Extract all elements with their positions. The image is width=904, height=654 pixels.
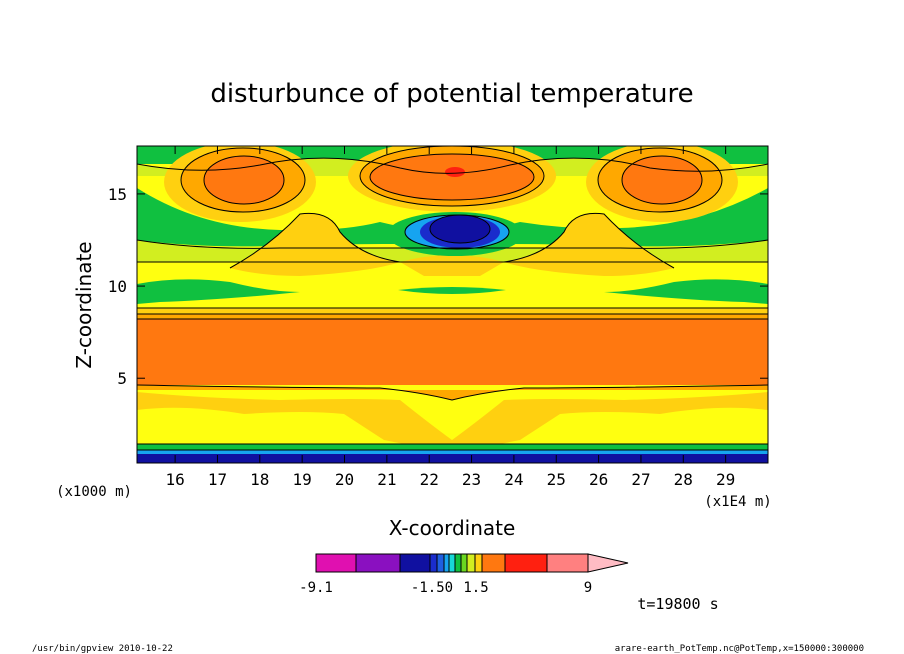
x-tick-label: 24 bbox=[504, 470, 523, 489]
colorbar-label-neg: -1.50 bbox=[411, 580, 453, 596]
x-unit-label: (x1E4 m) bbox=[704, 494, 771, 510]
x-tick-label: 18 bbox=[250, 470, 269, 489]
colorbar-label-min: -9.1 bbox=[299, 580, 333, 596]
x-tick-label: 25 bbox=[547, 470, 566, 489]
lower-warm-region bbox=[137, 392, 768, 448]
colorbar-segment bbox=[546, 553, 589, 573]
green-streak-left bbox=[137, 279, 300, 304]
colorbar-segment bbox=[448, 553, 456, 573]
colorbar-labels: -9.1 -1.50 1.5 9 bbox=[299, 580, 592, 596]
colorbar-arrow bbox=[587, 553, 629, 573]
colorbar-segment bbox=[429, 553, 438, 573]
colorbar-segment bbox=[481, 553, 506, 573]
x-tick-label: 21 bbox=[377, 470, 396, 489]
colorbar-segment bbox=[436, 553, 445, 573]
colorbar-segment bbox=[474, 553, 483, 573]
warm-lobe-left bbox=[230, 213, 400, 276]
x-tick-label: 16 bbox=[165, 470, 184, 489]
y-tick-label: 5 bbox=[117, 369, 127, 388]
warm-cell-center-core bbox=[370, 154, 534, 200]
y-tick-label: 10 bbox=[108, 277, 127, 296]
colorbar-label-pos: 1.5 bbox=[463, 580, 488, 596]
chart-title: disturbunce of potential temperature bbox=[210, 79, 693, 109]
green-streak-right bbox=[604, 279, 768, 304]
warm-cell-center-peak bbox=[445, 167, 465, 177]
colorbar-segment bbox=[504, 553, 548, 573]
warm-lobe-right bbox=[504, 213, 674, 276]
warm-cell-right-core bbox=[622, 156, 702, 204]
colorbar-segment bbox=[355, 553, 401, 573]
colorbar-segment bbox=[399, 553, 431, 573]
y-tick-marks: 5 10 15 bbox=[108, 185, 768, 388]
x-tick-label: 17 bbox=[208, 470, 227, 489]
y-unit-label: (x1000 m) bbox=[56, 484, 132, 500]
colorbar-segment bbox=[315, 553, 357, 573]
plot-area bbox=[137, 146, 768, 463]
x-tick-label: 20 bbox=[335, 470, 354, 489]
lower-cyan-band bbox=[137, 450, 768, 454]
x-tick-label: 27 bbox=[631, 470, 650, 489]
colorbar-segment bbox=[443, 553, 450, 573]
colorbar-segment bbox=[460, 553, 468, 573]
footer-left: /usr/bin/gpview 2010-10-22 bbox=[32, 644, 173, 654]
time-label: t=19800 s bbox=[637, 595, 718, 613]
green-streak-center bbox=[398, 287, 506, 294]
cold-cell-core bbox=[430, 215, 490, 243]
plot-frame bbox=[136, 145, 769, 464]
x-axis-label: X-coordinate bbox=[389, 516, 516, 540]
lower-blue-band bbox=[137, 454, 768, 463]
footer-right: arare-earth_PotTemp.nc@PotTemp,x=150000:… bbox=[615, 644, 864, 654]
layer-yellow-edge-top bbox=[137, 308, 768, 316]
contour-lines bbox=[136, 145, 769, 451]
x-tick-label: 26 bbox=[589, 470, 608, 489]
lower-green-band bbox=[137, 444, 768, 450]
layer-orange-edge-top bbox=[137, 314, 768, 320]
x-tick-marks: 16 17 18 19 20 21 22 23 24 25 26 27 28 29 bbox=[165, 146, 735, 489]
colorbar-segment bbox=[454, 553, 462, 573]
warm-lobe-center bbox=[400, 255, 504, 276]
x-tick-label: 23 bbox=[462, 470, 481, 489]
colorbar-segment bbox=[466, 553, 476, 573]
x-tick-label: 19 bbox=[293, 470, 312, 489]
x-tick-label: 22 bbox=[420, 470, 439, 489]
y-axis-label: Z-coordinate bbox=[72, 241, 96, 368]
x-tick-label: 29 bbox=[716, 470, 735, 489]
x-tick-label: 28 bbox=[674, 470, 693, 489]
colorbar-label-max: 9 bbox=[584, 580, 592, 596]
warm-cell-left-core bbox=[204, 156, 284, 204]
orange-layer-dip bbox=[137, 385, 768, 400]
y-tick-label: 15 bbox=[108, 185, 127, 204]
orange-layer bbox=[137, 319, 768, 385]
colorbar bbox=[315, 553, 629, 573]
